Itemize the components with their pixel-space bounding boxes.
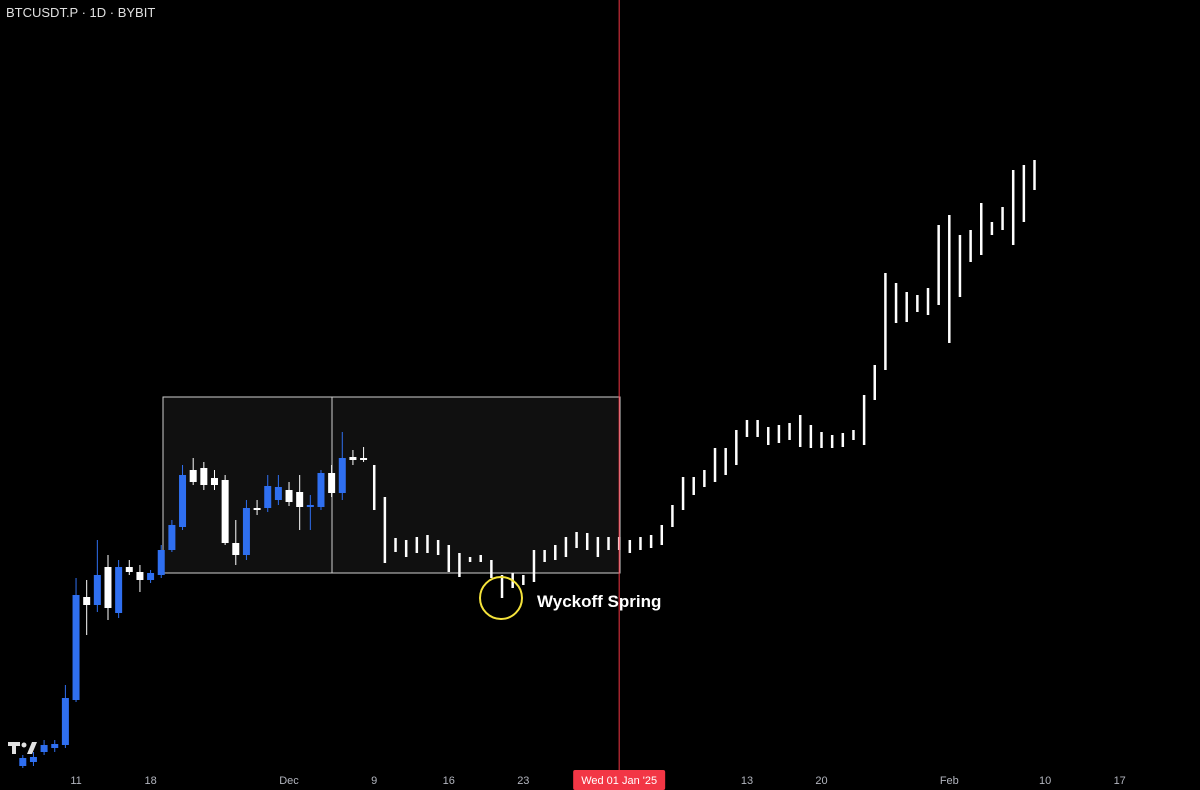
candle-body xyxy=(93,575,101,605)
candle-body xyxy=(61,698,69,745)
x-tick-label: 9 xyxy=(371,775,377,787)
x-tick-label: 20 xyxy=(815,775,827,787)
logo-part xyxy=(12,742,16,754)
x-tick-label: 23 xyxy=(517,775,529,787)
candle-body xyxy=(232,543,240,555)
candle-body xyxy=(242,508,250,555)
chart-title: BTCUSDT.P · 1D · BYBIT xyxy=(6,5,155,20)
marks xyxy=(19,160,1036,768)
candle-body xyxy=(19,758,27,766)
candle-body xyxy=(29,757,37,762)
candle-body xyxy=(104,567,112,608)
drawings xyxy=(162,396,621,574)
candle-body xyxy=(179,475,187,527)
logo xyxy=(8,742,37,754)
candle-body xyxy=(83,597,91,605)
x-tick-label: 10 xyxy=(1039,775,1051,787)
x-tick-label: Dec xyxy=(279,775,299,787)
x-tick-label: 11 xyxy=(70,775,81,787)
candle-body xyxy=(296,492,304,507)
candle-body xyxy=(349,457,357,460)
candle-body xyxy=(51,744,59,748)
candle-body xyxy=(253,508,261,510)
candle-body xyxy=(285,490,293,502)
candle-body xyxy=(221,480,229,543)
candle-body xyxy=(147,573,155,580)
crosshair-label-bg xyxy=(573,770,666,790)
candle-body xyxy=(360,458,368,460)
spring-circle xyxy=(479,576,523,620)
candle-body xyxy=(168,525,176,550)
candle-body xyxy=(317,473,325,507)
candle-body xyxy=(157,550,165,575)
candle-body xyxy=(189,470,197,482)
candle-body xyxy=(264,486,272,508)
x-tick-label: 16 xyxy=(443,775,455,787)
candle-body xyxy=(210,478,218,485)
candle-body xyxy=(274,487,282,500)
candle-body xyxy=(200,468,208,485)
annotation: Wyckoff Spring xyxy=(537,592,661,611)
x-tick-label: Feb xyxy=(940,775,959,787)
logo-part xyxy=(27,742,37,754)
x-tick-label: 13 xyxy=(741,775,753,787)
x-tick-label: 17 xyxy=(1114,775,1126,787)
x-axis: 11 18 Dec 9 16 23 13 20 Feb 10 17 xyxy=(70,775,1125,787)
candle-body xyxy=(328,473,336,493)
candle-body xyxy=(136,572,144,580)
candle-body xyxy=(125,567,133,572)
candle-body xyxy=(72,595,80,700)
candle-body xyxy=(40,745,48,752)
candle-body xyxy=(338,458,346,493)
crosshair-label: Wed 01 Jan '25 xyxy=(581,775,657,787)
candle-body xyxy=(115,567,123,613)
x-tick-label: 18 xyxy=(144,775,156,787)
candle-body xyxy=(306,505,314,507)
logo-part xyxy=(21,742,27,748)
range-box xyxy=(162,396,621,574)
